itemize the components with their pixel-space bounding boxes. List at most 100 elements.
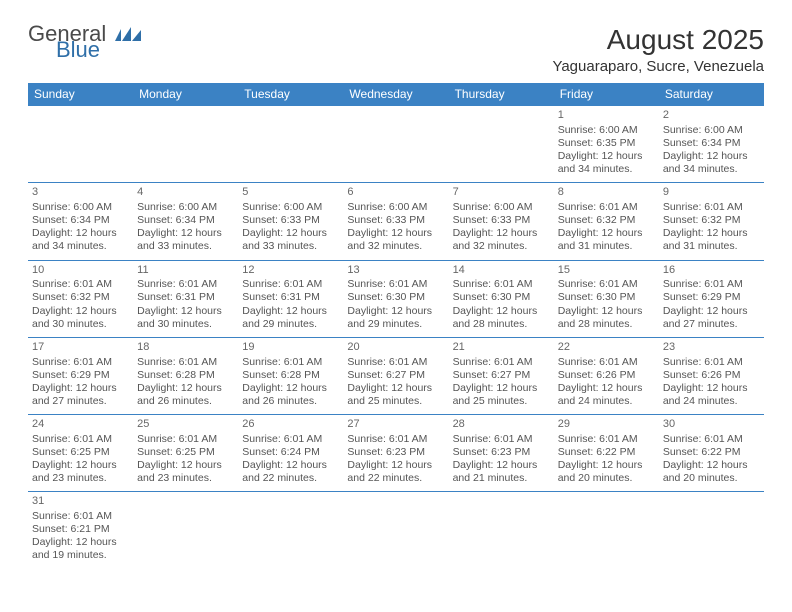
- day-info-line: Sunset: 6:29 PM: [32, 369, 129, 382]
- calendar-cell: 21Sunrise: 6:01 AMSunset: 6:27 PMDayligh…: [449, 337, 554, 414]
- day-header: Sunday: [28, 83, 133, 106]
- day-info-line: and 25 minutes.: [347, 395, 444, 408]
- calendar-cell: 11Sunrise: 6:01 AMSunset: 6:31 PMDayligh…: [133, 260, 238, 337]
- calendar-cell: [343, 106, 448, 183]
- day-info-line: Sunrise: 6:01 AM: [347, 356, 444, 369]
- day-info-line: and 26 minutes.: [137, 395, 234, 408]
- day-info-line: and 33 minutes.: [242, 240, 339, 253]
- day-number: 27: [347, 418, 444, 432]
- day-info-line: and 22 minutes.: [242, 472, 339, 485]
- day-info-line: Sunset: 6:31 PM: [242, 291, 339, 304]
- day-info-line: Sunrise: 6:01 AM: [558, 201, 655, 214]
- calendar-cell: 23Sunrise: 6:01 AMSunset: 6:26 PMDayligh…: [659, 337, 764, 414]
- day-info-line: Sunset: 6:26 PM: [663, 369, 760, 382]
- day-number: 21: [453, 341, 550, 355]
- day-number: 17: [32, 341, 129, 355]
- day-info-line: Sunset: 6:25 PM: [32, 446, 129, 459]
- day-number: 4: [137, 186, 234, 200]
- day-info-line: Sunset: 6:34 PM: [663, 137, 760, 150]
- day-info-line: Sunset: 6:24 PM: [242, 446, 339, 459]
- day-info-line: Sunset: 6:23 PM: [453, 446, 550, 459]
- day-info-line: Daylight: 12 hours: [558, 459, 655, 472]
- day-number: 19: [242, 341, 339, 355]
- calendar-cell: 19Sunrise: 6:01 AMSunset: 6:28 PMDayligh…: [238, 337, 343, 414]
- day-info-line: Daylight: 12 hours: [453, 382, 550, 395]
- calendar-cell: [554, 492, 659, 569]
- day-number: 18: [137, 341, 234, 355]
- header: General Blue August 2025 Yaguaraparo, Su…: [28, 24, 764, 75]
- day-info-line: Sunset: 6:28 PM: [242, 369, 339, 382]
- calendar-cell: 16Sunrise: 6:01 AMSunset: 6:29 PMDayligh…: [659, 260, 764, 337]
- calendar-week: 17 Sunrise: 6:01 AM Sunset: 6:29 PM Dayligh…: [28, 337, 764, 414]
- day-info-line: Sunset: 6:29 PM: [663, 291, 760, 304]
- calendar-cell: 31Sunrise: 6:01 AMSunset: 6:21 PMDayligh…: [28, 492, 133, 569]
- calendar-cell: [449, 106, 554, 183]
- calendar-cell: [238, 106, 343, 183]
- day-info-line: and 34 minutes.: [663, 163, 760, 176]
- day-info-line: and 23 minutes.: [32, 472, 129, 485]
- calendar-cell: [659, 492, 764, 569]
- day-info-line: Daylight: 12 hours: [32, 536, 129, 549]
- day-info-line: and 28 minutes.: [558, 318, 655, 331]
- day-info-line: Daylight: 12 hours: [663, 459, 760, 472]
- day-info-line: Sunrise: 6:00 AM: [347, 201, 444, 214]
- day-info-line: Sunrise: 6:01 AM: [137, 356, 234, 369]
- logo-word2: Blue: [56, 40, 141, 60]
- logo: General Blue: [28, 24, 141, 60]
- calendar-week: 10Sunrise: 6:01 AMSunset: 6:32 PMDayligh…: [28, 260, 764, 337]
- day-info-line: and 24 minutes.: [558, 395, 655, 408]
- day-info-line: and 27 minutes.: [32, 395, 129, 408]
- day-number: 7: [453, 186, 550, 200]
- day-info-line: and 30 minutes.: [137, 318, 234, 331]
- day-info-line: Daylight: 12 hours: [558, 227, 655, 240]
- day-info-line: and 22 minutes.: [347, 472, 444, 485]
- day-info-line: Daylight: 12 hours: [347, 382, 444, 395]
- day-info-line: and 34 minutes.: [32, 240, 129, 253]
- day-info-line: Sunset: 6:34 PM: [137, 214, 234, 227]
- day-info-line: and 33 minutes.: [137, 240, 234, 253]
- day-info-line: Daylight: 12 hours: [453, 305, 550, 318]
- day-info-line: Daylight: 12 hours: [558, 382, 655, 395]
- day-number: 6: [347, 186, 444, 200]
- calendar-cell: 5Sunrise: 6:00 AMSunset: 6:33 PMDaylight…: [238, 183, 343, 260]
- day-header: Friday: [554, 83, 659, 106]
- day-info-line: Sunset: 6:27 PM: [453, 369, 550, 382]
- day-info-line: Sunrise: 6:00 AM: [137, 201, 234, 214]
- day-info-line: Sunrise: 6:01 AM: [663, 433, 760, 446]
- day-info-line: and 24 minutes.: [663, 395, 760, 408]
- day-info-line: Sunrise: 6:01 AM: [663, 278, 760, 291]
- day-info-line: and 19 minutes.: [32, 549, 129, 562]
- day-number: 15: [558, 264, 655, 278]
- day-info-line: Sunrise: 6:01 AM: [558, 433, 655, 446]
- day-info-line: Sunrise: 6:01 AM: [558, 356, 655, 369]
- day-info-line: Sunrise: 6:01 AM: [347, 433, 444, 446]
- day-info-line: and 20 minutes.: [558, 472, 655, 485]
- day-number: 22: [558, 341, 655, 355]
- location-text: Yaguaraparo, Sucre, Venezuela: [552, 58, 764, 75]
- day-info-line: Sunset: 6:22 PM: [663, 446, 760, 459]
- calendar-cell: 24Sunrise: 6:01 AMSunset: 6:25 PMDayligh…: [28, 415, 133, 492]
- day-info-line: and 29 minutes.: [347, 318, 444, 331]
- day-info-line: Sunrise: 6:00 AM: [663, 124, 760, 137]
- day-info-line: Daylight: 12 hours: [137, 305, 234, 318]
- day-info-line: Sunset: 6:21 PM: [32, 523, 129, 536]
- day-number: 24: [32, 418, 129, 432]
- day-number: 10: [32, 264, 129, 278]
- day-number: 8: [558, 186, 655, 200]
- calendar-table: SundayMondayTuesdayWednesdayThursdayFrid…: [28, 83, 764, 570]
- day-number: 28: [453, 418, 550, 432]
- day-info-line: Sunset: 6:23 PM: [347, 446, 444, 459]
- calendar-cell: 4Sunrise: 6:00 AMSunset: 6:34 PMDaylight…: [133, 183, 238, 260]
- day-info-line: Sunrise: 6:00 AM: [558, 124, 655, 137]
- day-number: 12: [242, 264, 339, 278]
- day-info-line: Sunrise: 6:01 AM: [137, 278, 234, 291]
- day-info-line: Sunrise: 6:01 AM: [242, 433, 339, 446]
- day-number: 20: [347, 341, 444, 355]
- day-info-line: Sunset: 6:31 PM: [137, 291, 234, 304]
- day-number: 31: [32, 495, 129, 509]
- day-info-line: Sunset: 6:30 PM: [347, 291, 444, 304]
- day-info-line: Sunset: 6:33 PM: [347, 214, 444, 227]
- day-header: Tuesday: [238, 83, 343, 106]
- calendar-cell: 1Sunrise: 6:00 AMSunset: 6:35 PMDaylight…: [554, 106, 659, 183]
- day-info-line: and 25 minutes.: [453, 395, 550, 408]
